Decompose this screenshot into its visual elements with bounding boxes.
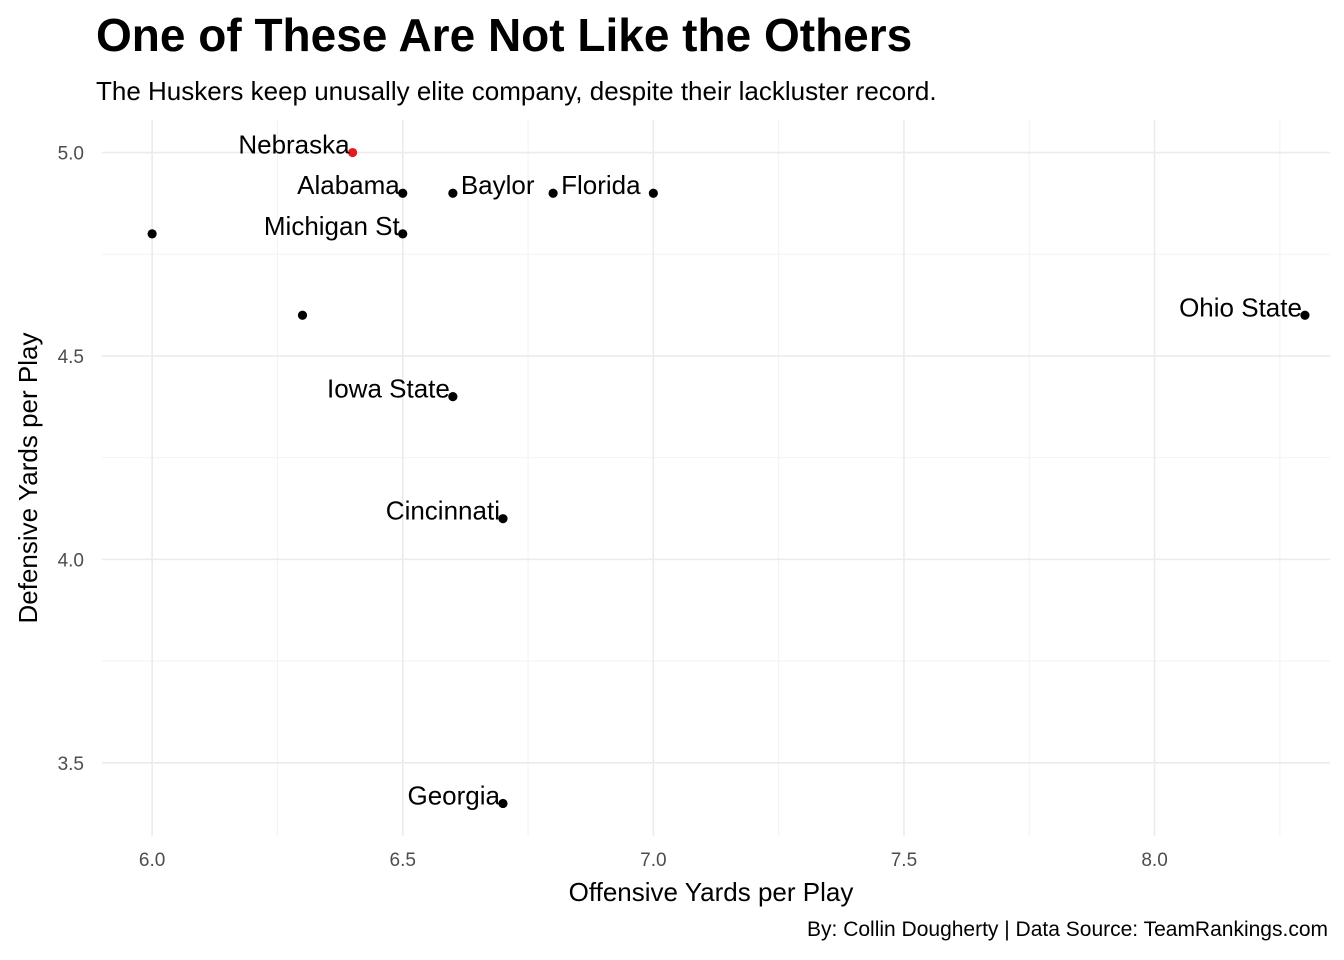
minor-gridlines: [102, 120, 1330, 836]
point-label: Cincinnati: [386, 496, 500, 526]
x-tick-label: 8.0: [1141, 850, 1167, 871]
x-axis-ticks: 6.0 6.5 7.0 7.5 8.0: [139, 850, 1168, 871]
y-axis-title: Defensive Yards per Play: [13, 333, 43, 624]
data-point: [1300, 310, 1310, 320]
point-label: Florida: [561, 170, 641, 200]
x-tick-label: 6.0: [139, 850, 165, 871]
point-label: Nebraska: [238, 130, 350, 160]
data-point: [498, 514, 508, 524]
data-point: [398, 188, 408, 198]
data-point: [648, 188, 658, 198]
data-point: [448, 188, 458, 198]
point-labels: Nebraska Alabama Baylor Florida Michigan St O…: [238, 130, 1302, 811]
y-tick-label: 3.5: [58, 754, 84, 775]
x-tick-label: 6.5: [390, 850, 416, 871]
major-gridlines: [102, 120, 1330, 836]
y-axis-ticks: 3.5 4.0 4.5 5.0: [58, 144, 84, 775]
data-point: [548, 188, 558, 198]
data-point: [498, 798, 508, 809]
data-point: [297, 310, 308, 320]
data-points: [147, 147, 1310, 809]
chart-subtitle: The Huskers keep unusally elite company,…: [96, 76, 937, 106]
highlighted-data-point: [348, 147, 358, 158]
data-point: [147, 229, 157, 239]
x-tick-label: 7.0: [640, 850, 666, 871]
data-point: [398, 229, 408, 239]
point-label: Georgia: [407, 780, 500, 810]
data-point: [448, 392, 458, 402]
point-label: Alabama: [297, 170, 400, 200]
point-label: Baylor: [461, 170, 535, 200]
y-tick-label: 4.0: [58, 550, 84, 571]
y-tick-label: 4.5: [58, 347, 84, 368]
y-tick-label: 5.0: [58, 144, 84, 165]
point-label: Michigan St: [264, 211, 401, 241]
x-tick-label: 7.5: [891, 850, 917, 871]
point-label: Iowa State: [327, 374, 450, 404]
point-label: Ohio State: [1179, 292, 1302, 322]
chart-title: One of These Are Not Like the Others: [96, 9, 913, 61]
x-axis-title: Offensive Yards per Play: [569, 877, 854, 907]
chart-caption: By: Collin Dougherty | Data Source: Team…: [807, 918, 1328, 941]
